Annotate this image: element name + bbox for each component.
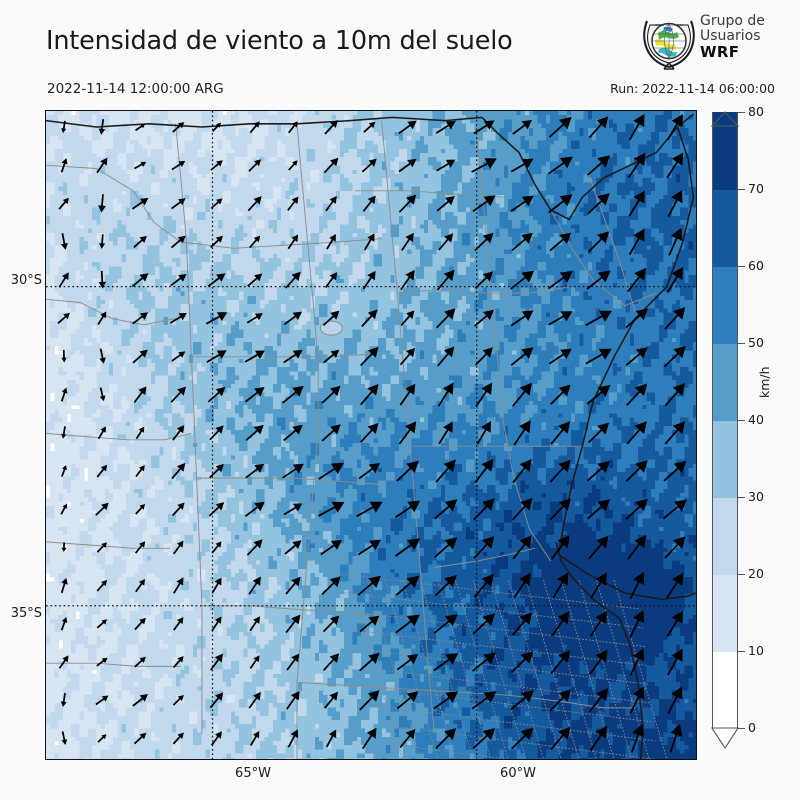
colorbar-band: [712, 420, 738, 498]
colorbar-band: [712, 651, 738, 729]
colorbar-tick: [738, 266, 745, 268]
logo-line-3: WRF: [700, 43, 740, 62]
colorbar-tick-label: 50: [748, 335, 764, 350]
run-time-label: Run: 2022-11-14 06:00:00: [610, 81, 775, 96]
logo-line-1: Grupo de: [700, 13, 765, 29]
colorbar-unit-label: km/h: [757, 366, 772, 398]
colorbar-band: [712, 497, 738, 575]
colorbar-tick: [738, 343, 745, 345]
logo-text-block: Grupo de Usuarios WRF: [700, 13, 765, 62]
map-canvas: [46, 111, 696, 759]
colorbar-tick: [738, 497, 745, 499]
svg-text:GRUPO DE USUARIOS: GRUPO DE USUARIOS: [655, 23, 683, 27]
colorbar-tick: [738, 112, 745, 114]
colorbar-tick-label: 30: [748, 489, 764, 504]
colorbar-band: [712, 343, 738, 421]
colorbar-tick-label: 40: [748, 412, 764, 427]
gridlines: [46, 111, 696, 759]
wind-speed-map[interactable]: [45, 110, 697, 760]
colorbar-band: [712, 574, 738, 652]
page-title: Intensidad de viento a 10m del suelo: [46, 26, 513, 56]
colorbar-tick-label: 80: [748, 104, 764, 119]
colorbar-band: [712, 112, 738, 190]
colorbar-tick: [738, 574, 745, 576]
y-axis-tick-label: 35°S: [10, 606, 42, 621]
colorbar-tick: [738, 651, 745, 653]
globe-seal-icon: GRUPO DE USUARIOS: [643, 20, 695, 70]
colorbar-tick: [738, 420, 745, 422]
colorbar[interactable]: [712, 112, 738, 729]
x-axis-tick-label: 60°W: [500, 766, 536, 781]
wind-direction-arrows: [57, 114, 687, 753]
y-axis-tick-label: 30°S: [10, 273, 42, 288]
colorbar-tick: [738, 189, 745, 191]
colorbar-tick-label: 60: [748, 258, 764, 273]
colorbar-tick-label: 0: [748, 720, 756, 735]
colorbar-band: [712, 189, 738, 267]
colorbar-tick-label: 20: [748, 566, 764, 581]
logo-line-2: Usuarios: [700, 28, 761, 45]
colorbar-band: [712, 266, 738, 344]
wrf-user-group-logo: GRUPO DE USUARIOS Grupo de Usuarios WRF: [640, 12, 792, 74]
valid-time-label: 2022-11-14 12:00:00 ARG: [47, 81, 224, 97]
x-axis-tick-label: 65°W: [235, 766, 271, 781]
colorbar-tick: [738, 728, 745, 730]
colorbar-tick-label: 70: [748, 181, 764, 196]
colorbar-tick-label: 10: [748, 643, 764, 658]
